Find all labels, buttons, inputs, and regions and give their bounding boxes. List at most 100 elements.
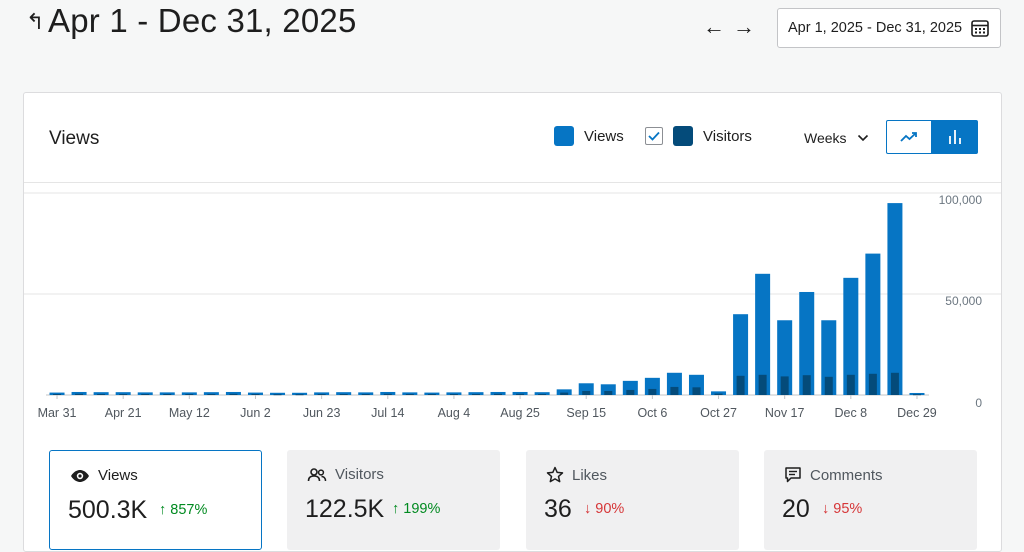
top-bar: ↰ Apr 1 - Dec 31, 2025 ← → Apr 1, 2025 -… bbox=[0, 0, 1024, 60]
views-bar[interactable] bbox=[181, 392, 197, 395]
visitors-bar[interactable] bbox=[317, 393, 326, 395]
views-bar[interactable] bbox=[203, 392, 219, 395]
views-bar[interactable] bbox=[446, 392, 462, 395]
views-bar[interactable] bbox=[137, 392, 153, 395]
views-bar[interactable] bbox=[755, 273, 771, 395]
stat-card-views[interactable]: Views 500.3K ↑ 857% bbox=[49, 450, 262, 550]
views-bar[interactable] bbox=[247, 392, 263, 395]
views-bar[interactable] bbox=[799, 291, 815, 395]
views-bar[interactable] bbox=[711, 391, 727, 395]
stat-visitors-value: 122.5K bbox=[305, 495, 385, 523]
visitors-bar[interactable] bbox=[736, 375, 745, 395]
visitors-bar[interactable] bbox=[449, 393, 458, 395]
stat-likes-label-text: Likes bbox=[572, 466, 608, 484]
views-bar[interactable] bbox=[358, 392, 374, 395]
views-bar[interactable] bbox=[578, 383, 594, 395]
visitors-bar[interactable] bbox=[405, 393, 414, 395]
visitors-bar[interactable] bbox=[229, 393, 238, 395]
stat-card-comments[interactable]: Comments 20 ↓ 95% bbox=[764, 450, 977, 550]
date-range-button[interactable]: Apr 1, 2025 - Dec 31, 2025 bbox=[777, 8, 1001, 48]
views-bar[interactable] bbox=[270, 392, 286, 395]
views-bar[interactable] bbox=[600, 384, 616, 395]
views-bar[interactable] bbox=[512, 391, 528, 395]
visitors-bar[interactable] bbox=[339, 393, 348, 395]
visitors-swatch bbox=[673, 126, 693, 146]
visitors-bar[interactable] bbox=[890, 372, 899, 395]
visitors-bar[interactable] bbox=[383, 393, 392, 395]
views-bar[interactable] bbox=[777, 320, 793, 395]
views-bar[interactable] bbox=[909, 392, 925, 395]
visitors-bar[interactable] bbox=[163, 393, 172, 395]
views-bar[interactable] bbox=[71, 391, 87, 395]
views-bar[interactable] bbox=[115, 392, 131, 395]
visitors-bar[interactable] bbox=[516, 393, 525, 395]
visitors-bar[interactable] bbox=[295, 394, 304, 396]
x-tick-label: Sep 15 bbox=[566, 406, 606, 420]
views-bar[interactable] bbox=[490, 391, 506, 395]
visitors-bar[interactable] bbox=[207, 393, 216, 395]
visitors-bar[interactable] bbox=[251, 393, 260, 395]
stat-card-visitors[interactable]: Visitors 122.5K ↑ 199% bbox=[287, 450, 500, 550]
visitors-bar[interactable] bbox=[273, 394, 282, 396]
legend-views: Views bbox=[554, 126, 624, 146]
views-bar[interactable] bbox=[865, 253, 881, 395]
visitors-bar[interactable] bbox=[868, 373, 877, 395]
line-chart-toggle[interactable] bbox=[886, 120, 932, 154]
visitors-bar[interactable] bbox=[97, 393, 106, 395]
visitors-bar[interactable] bbox=[53, 393, 62, 395]
visitors-bar[interactable] bbox=[582, 390, 591, 395]
visitors-bar[interactable] bbox=[119, 393, 128, 395]
visitors-bar[interactable] bbox=[604, 390, 613, 395]
views-bar[interactable] bbox=[93, 392, 109, 395]
views-bar[interactable] bbox=[314, 392, 330, 395]
visitors-bar[interactable] bbox=[538, 393, 547, 395]
visitors-bar[interactable] bbox=[494, 393, 503, 395]
back-arrow-icon[interactable]: ↰ bbox=[26, 9, 45, 34]
views-bar[interactable] bbox=[336, 392, 352, 395]
stat-views-label-text: Views bbox=[98, 467, 138, 484]
period-select[interactable]: Weeks bbox=[804, 130, 869, 146]
visitors-bar[interactable] bbox=[648, 388, 657, 395]
x-tick-label: Jun 23 bbox=[303, 406, 341, 420]
stat-card-likes[interactable]: Likes 36 ↓ 90% bbox=[526, 450, 739, 550]
views-bar[interactable] bbox=[49, 392, 65, 395]
visitors-bar[interactable] bbox=[560, 392, 569, 395]
y-tick-label: 100,000 bbox=[939, 193, 983, 207]
visitors-bar[interactable] bbox=[141, 393, 150, 395]
visitors-bar[interactable] bbox=[692, 387, 701, 395]
people-icon bbox=[307, 467, 327, 481]
views-bar[interactable] bbox=[887, 203, 903, 395]
visitors-bar[interactable] bbox=[361, 393, 370, 395]
visitors-bar[interactable] bbox=[802, 375, 811, 395]
visitors-bar[interactable] bbox=[471, 393, 480, 395]
views-swatch bbox=[554, 126, 574, 146]
visitors-bar[interactable] bbox=[75, 393, 84, 395]
views-bar[interactable] bbox=[292, 392, 308, 395]
bar-chart-toggle[interactable] bbox=[932, 120, 978, 154]
visitors-bar[interactable] bbox=[626, 389, 635, 395]
visitors-bar[interactable] bbox=[714, 393, 723, 395]
views-bar[interactable] bbox=[225, 391, 241, 395]
visitors-bar[interactable] bbox=[846, 374, 855, 395]
views-bar[interactable] bbox=[733, 314, 749, 395]
next-period-arrow-icon[interactable]: → bbox=[733, 14, 755, 39]
previous-period-arrow-icon[interactable]: ← bbox=[703, 14, 725, 39]
visitors-bar[interactable] bbox=[824, 376, 833, 395]
visitors-bar[interactable] bbox=[185, 393, 194, 395]
visitors-bar[interactable] bbox=[427, 393, 436, 395]
views-bar[interactable] bbox=[534, 392, 550, 395]
views-bar[interactable] bbox=[468, 392, 484, 395]
views-bar[interactable] bbox=[380, 391, 396, 395]
views-bar[interactable] bbox=[402, 392, 418, 395]
views-bar[interactable] bbox=[821, 320, 837, 395]
visitors-checkbox[interactable] bbox=[645, 127, 663, 145]
views-bar[interactable] bbox=[843, 277, 859, 395]
views-bar[interactable] bbox=[159, 392, 175, 395]
visitors-bar[interactable] bbox=[670, 386, 679, 395]
visitors-bar[interactable] bbox=[912, 394, 921, 396]
views-bar[interactable] bbox=[556, 389, 572, 395]
stat-visitors-label-text: Visitors bbox=[335, 466, 384, 483]
visitors-bar[interactable] bbox=[780, 376, 789, 395]
visitors-bar[interactable] bbox=[758, 374, 767, 395]
views-bar[interactable] bbox=[424, 392, 440, 395]
